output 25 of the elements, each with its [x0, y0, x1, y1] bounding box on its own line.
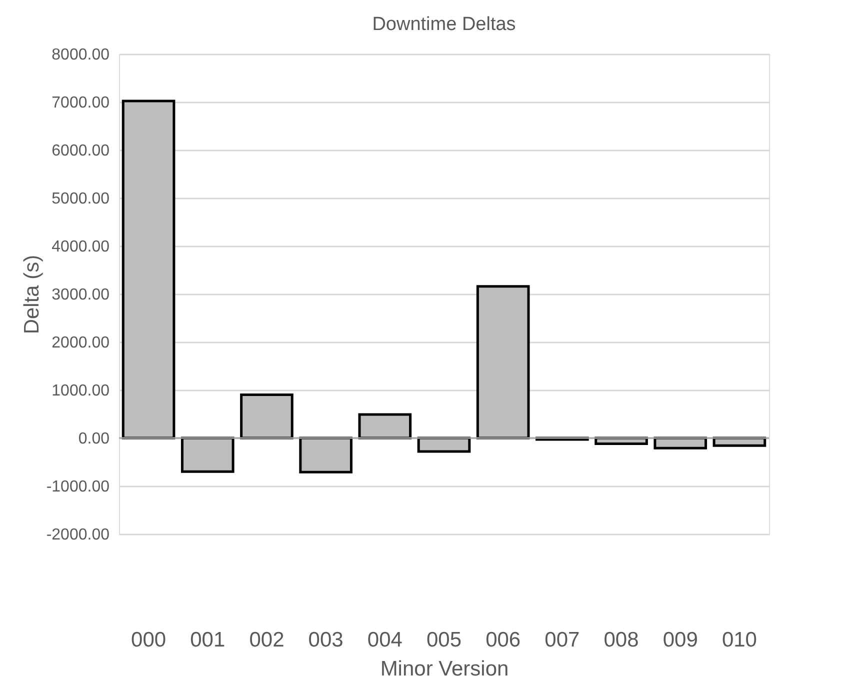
x-tick-label: 007	[544, 628, 580, 652]
chart-title: Downtime Deltas	[372, 14, 516, 35]
x-tick-label: 002	[249, 628, 284, 652]
x-tick-label: 005	[426, 628, 462, 652]
x-tick-label: 006	[486, 628, 521, 652]
y-tick-label: 1000.00	[52, 382, 110, 400]
y-tick-label: 6000.00	[52, 142, 110, 160]
x-axis-title: Minor Version	[380, 658, 509, 679]
y-tick-label: 3000.00	[52, 286, 110, 304]
y-tick-label: -1000.00	[46, 478, 110, 496]
x-tick-label: 004	[367, 628, 403, 652]
x-tick-label: 010	[722, 628, 757, 652]
y-tick-label: 8000.00	[52, 46, 110, 64]
y-tick-label: 5000.00	[52, 190, 110, 208]
y-tick-label: 4000.00	[52, 238, 110, 256]
y-tick-label: 7000.00	[52, 94, 110, 112]
y-tick-label: -2000.00	[46, 526, 110, 544]
y-tick-label: 2000.00	[52, 334, 110, 352]
y-tick-label: 0.00	[78, 430, 110, 448]
x-tick-label: 000	[131, 628, 166, 652]
x-tick-label: 009	[662, 628, 698, 652]
x-tick-label: 003	[308, 628, 344, 652]
x-tick-label: 001	[190, 628, 226, 652]
x-tick-label: 008	[604, 628, 639, 652]
y-axis-title: Delta (s)	[20, 254, 44, 334]
